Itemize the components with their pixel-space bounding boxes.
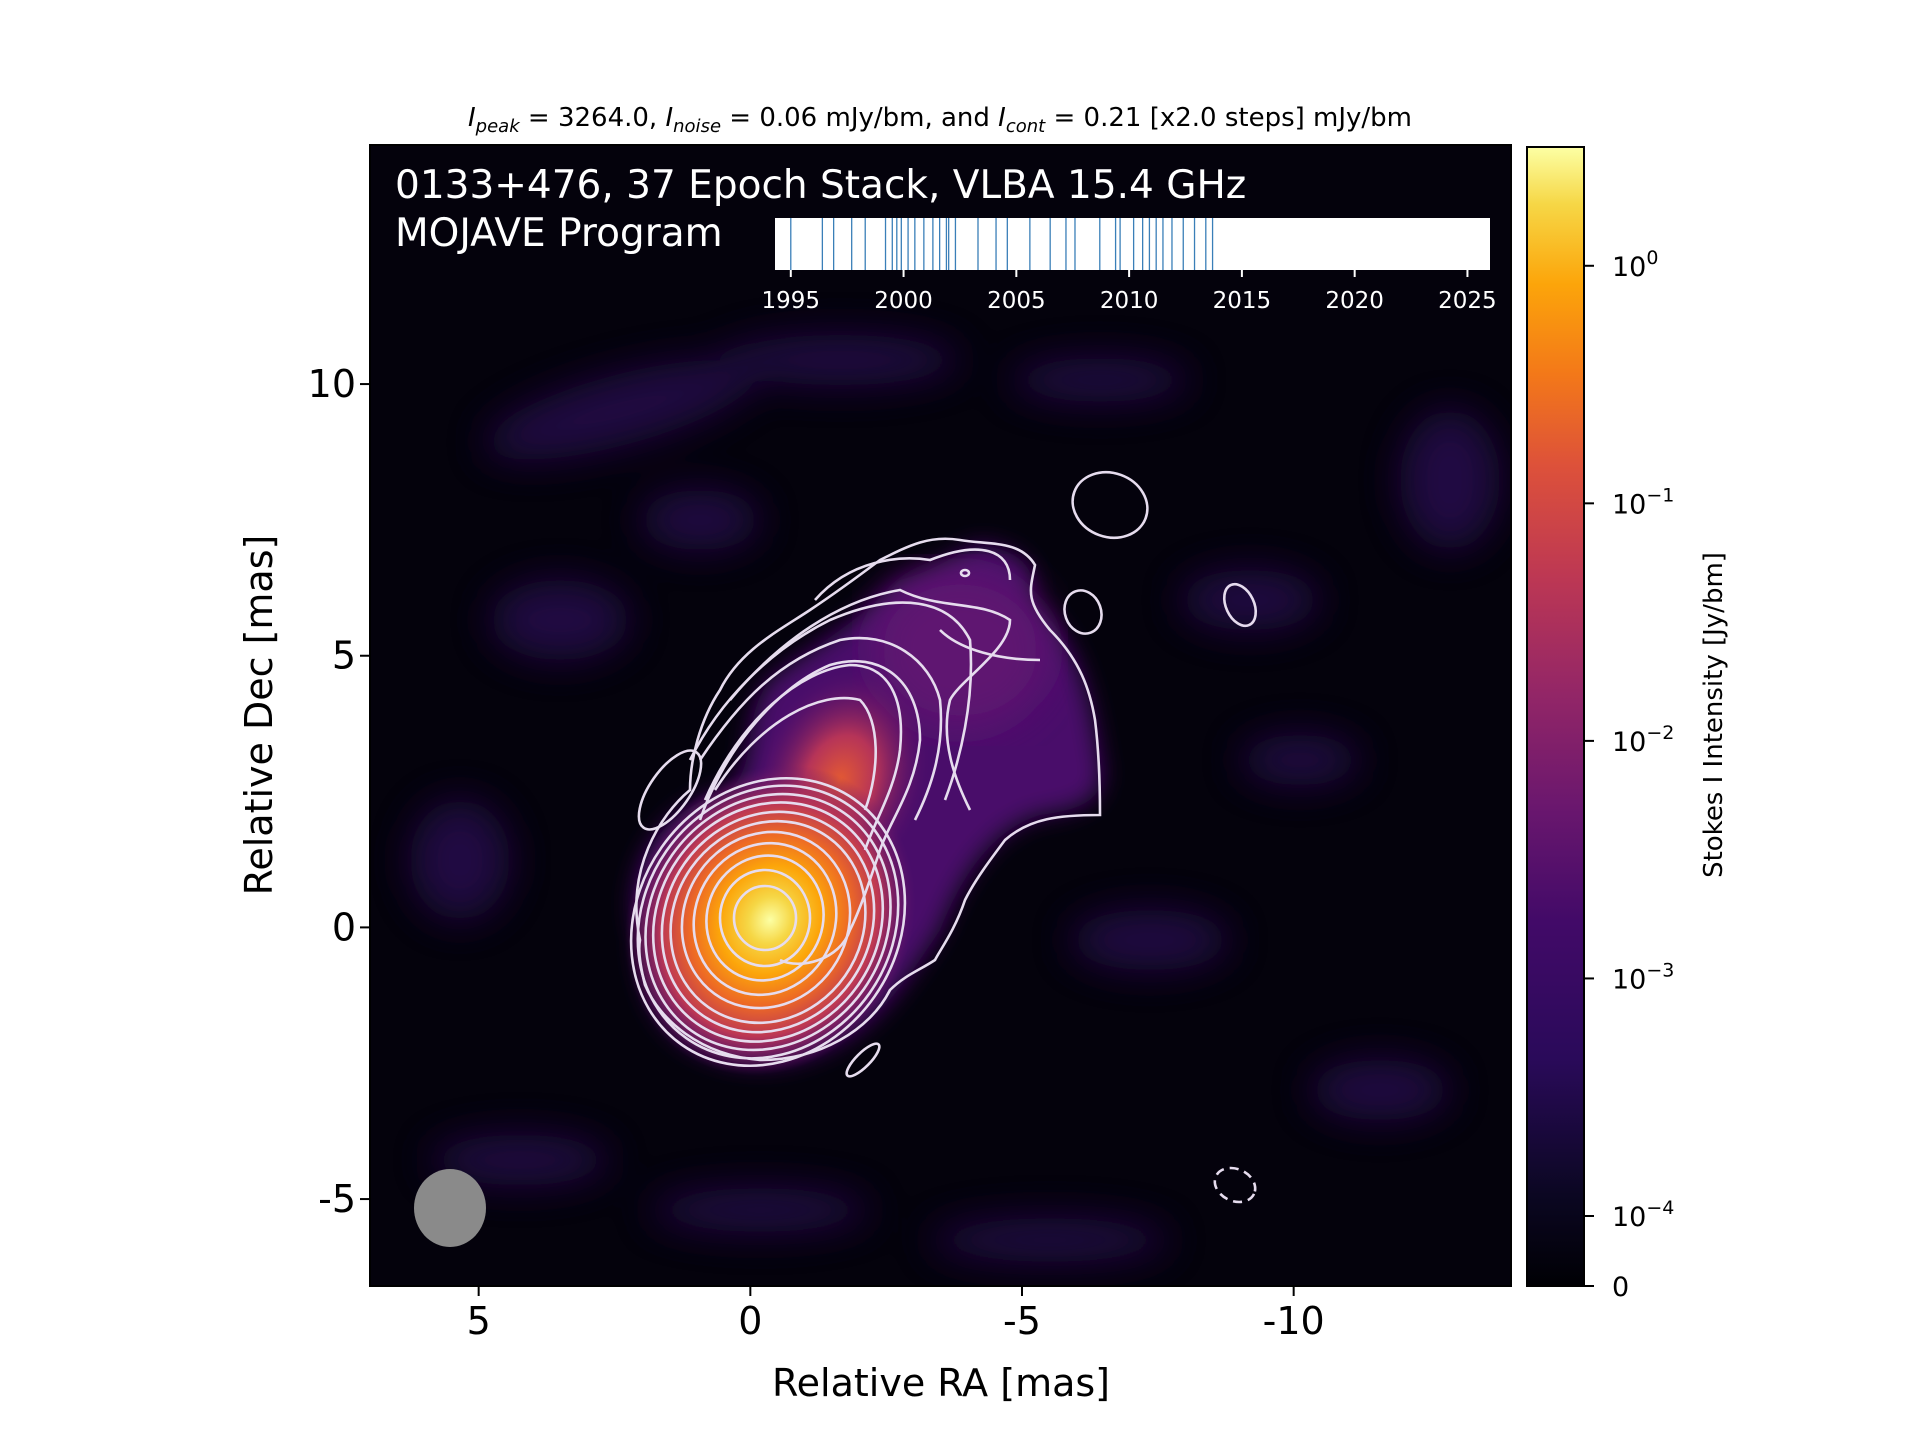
y-tick-label: -5 [318,1177,356,1221]
epoch-tick-label: 2005 [987,288,1046,314]
x-axis-label: Relative RA [mas] [772,1361,1110,1405]
epoch-ticks: 1995 2000 2005 2010 2015 2020 2025 [762,270,1497,314]
epoch-tick-label: 2020 [1325,288,1384,314]
y-tick-label: 0 [332,905,356,949]
y-axis: 10 5 0 -5 [308,362,370,1221]
colorbar-tick-label: 0 [1612,1272,1629,1303]
colorbar-label: Stokes I Intensity [Jy/bm] [1699,552,1729,878]
epoch-tick-label: 2010 [1100,288,1159,314]
chart-title: Ipeak = 3264.0, Inoise = 0.06 mJy/bm, an… [468,103,1412,137]
epoch-timeline: 1995 2000 2005 2010 2015 2020 2025 [762,218,1497,314]
colorbar: 100 10−1 10−2 10−3 10−4 0 Stokes I Intensity … [1526,146,1729,1303]
colorbar-tick-label: 10−4 [1612,1197,1674,1233]
epoch-tick-label: 2015 [1213,288,1272,314]
x-tick-label: -5 [1003,1299,1041,1343]
colorbar-tick-label: 10−2 [1612,722,1674,758]
image-panel: 0133+476, 37 Epoch Stack, VLBA 15.4 GHz … [370,145,1511,1286]
colorbar-tick-label: 10−3 [1612,959,1674,995]
epoch-timeline-box [775,218,1490,270]
colorbar-tick-label: 10−1 [1612,484,1674,520]
y-axis-label: Relative Dec [mas] [237,535,281,896]
colorbar-ticks: 100 10−1 10−2 10−3 10−4 0 [1584,247,1674,1303]
epoch-tick-label: 2000 [874,288,933,314]
y-tick-label: 5 [332,634,356,678]
colorbar-gradient [1526,146,1585,1287]
x-tick-label: 5 [467,1299,491,1343]
source-caption: 0133+476, 37 Epoch Stack, VLBA 15.4 GHz [395,163,1246,208]
x-tick-label: -10 [1263,1299,1325,1343]
epoch-tick-label: 2025 [1438,288,1497,314]
x-tick-label: 0 [738,1299,762,1343]
y-tick-label: 10 [308,362,356,406]
epoch-tick-label: 1995 [762,288,821,314]
contour-lines [629,470,1258,1204]
epoch-lines [790,218,1214,270]
x-axis: 5 0 -5 -10 [467,1286,1325,1343]
colorbar-tick-label: 100 [1612,247,1658,283]
plot-frame [369,144,1512,1287]
beam-ellipse [414,1169,486,1247]
program-caption: MOJAVE Program [395,211,723,256]
diffuse-emission [410,335,1500,1262]
